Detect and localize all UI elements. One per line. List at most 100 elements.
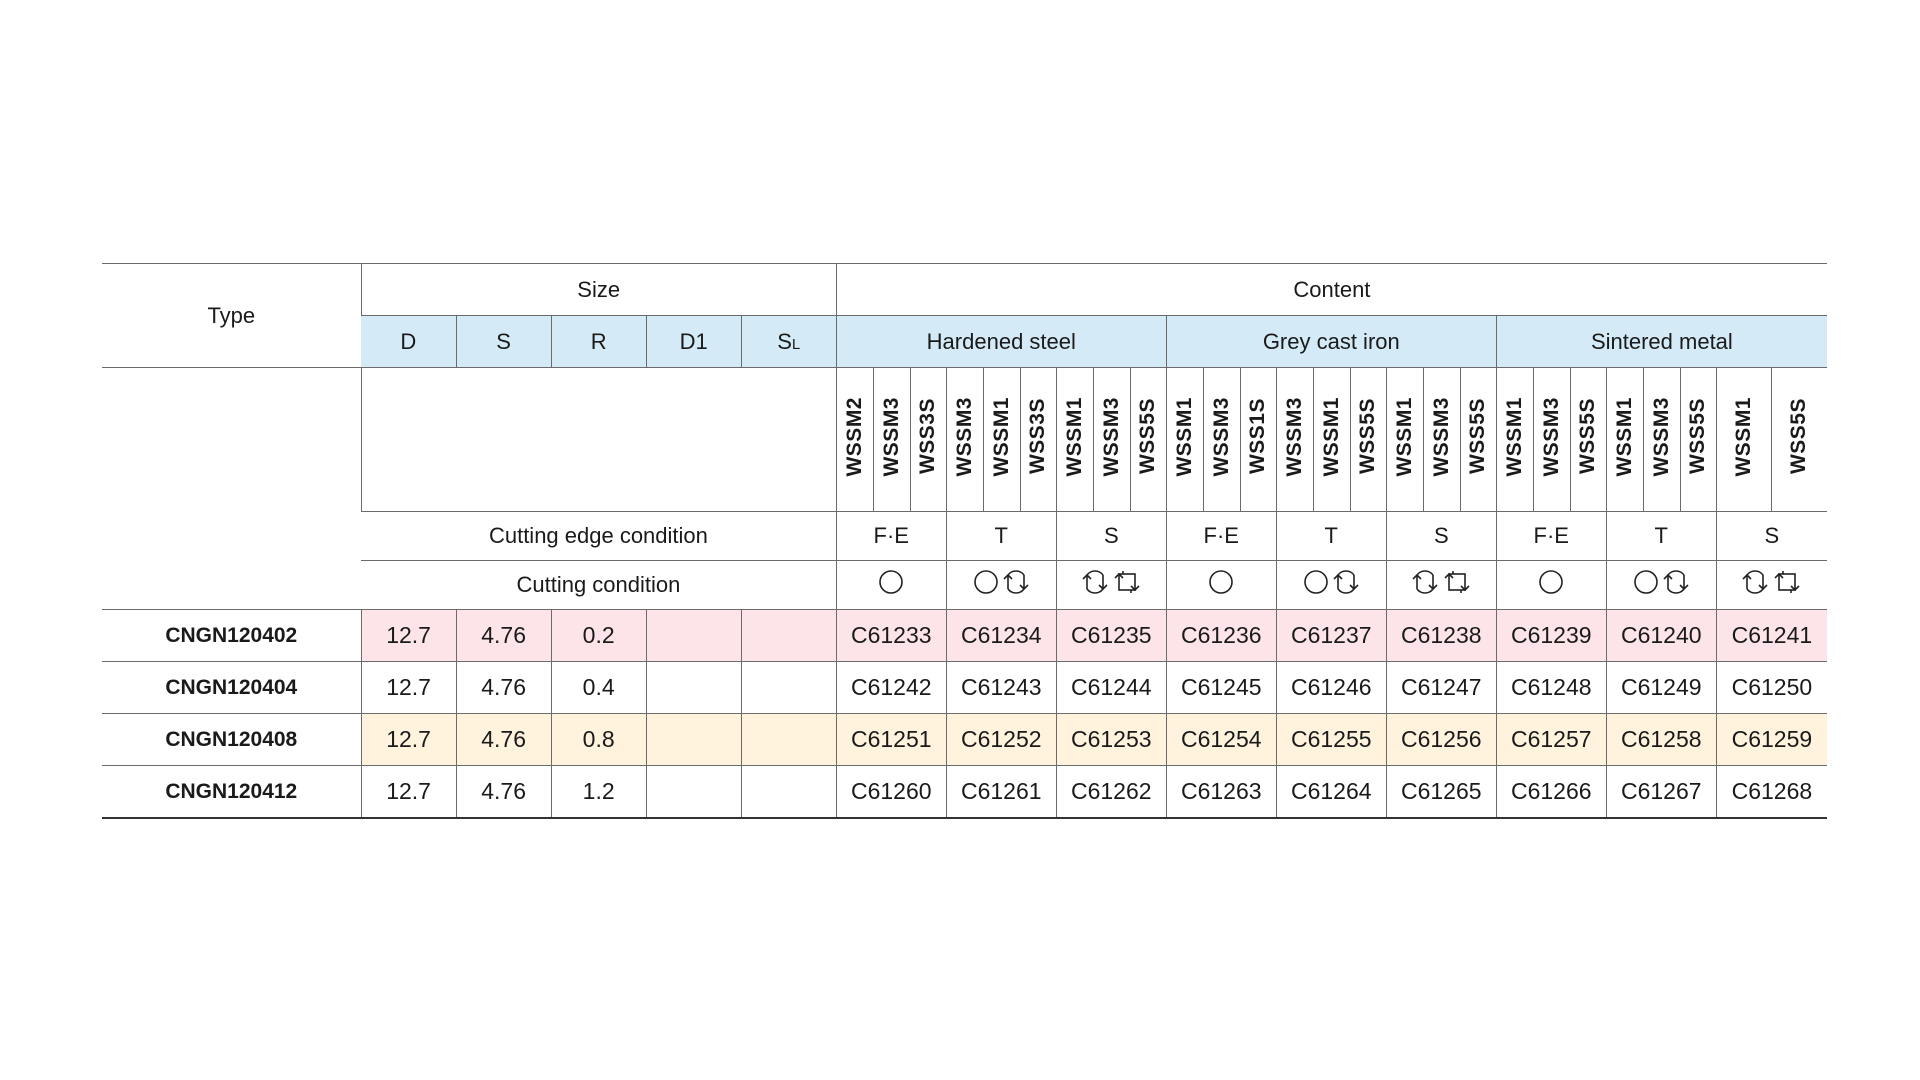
size-sl-cell (740, 765, 837, 819)
product-code-cell: C61267 (1605, 765, 1717, 819)
grade-text: WSSM1 (1612, 396, 1636, 477)
product-code-cell: C61262 (1055, 765, 1167, 819)
grade-text: WSSM3 (1429, 396, 1453, 477)
product-code-cell: C61257 (1495, 713, 1607, 766)
product-code-cell: C61264 (1275, 765, 1387, 819)
size-d1-cell (645, 713, 742, 766)
product-code-cell: C61265 (1385, 765, 1497, 819)
grade-label: WSS3S (909, 367, 947, 512)
product-code-cell: C61261 (945, 765, 1057, 819)
grade-label: WSSM1 (982, 367, 1021, 512)
col-d-header: D (361, 315, 457, 368)
size-d-cell: 12.7 (360, 713, 457, 766)
grade-text: WSSM1 (1392, 396, 1416, 477)
grade-text: WSS3S (916, 398, 940, 475)
edge-condition-cell: F·E (835, 511, 947, 561)
product-code-cell: C61245 (1165, 661, 1277, 714)
grade-label: WSSM1 (1165, 367, 1204, 512)
circle-icon (1633, 569, 1659, 601)
grade-label: WSSM2 (835, 367, 874, 512)
grade-text: WSSM1 (1502, 396, 1526, 477)
product-code-cell: C61248 (1495, 661, 1607, 714)
size-s-cell: 4.76 (455, 713, 552, 766)
cutting-condition-cell (835, 560, 947, 610)
col-r-header: R (550, 315, 647, 368)
size-d-cell: 12.7 (360, 661, 457, 714)
product-code-cell: C61260 (835, 765, 947, 819)
circle-icon (878, 569, 904, 601)
grade-label: WSSM1 (1055, 367, 1094, 512)
size-r-cell: 1.2 (550, 765, 647, 819)
table-row: CNGN120404 12.7 4.76 0.4 C61242 C61243 C61244 C… (102, 661, 1827, 714)
circle-icon (1538, 569, 1564, 601)
product-code-cell: C61239 (1495, 609, 1607, 662)
size-d1-cell (645, 661, 742, 714)
size-header: Size (360, 263, 837, 316)
grade-label: WSS5S (1679, 367, 1717, 512)
grade-label: WSS5S (1569, 367, 1607, 512)
cutting-condition-cell (1605, 560, 1717, 610)
product-code-cell: C61247 (1385, 661, 1497, 714)
product-code-cell: C61242 (835, 661, 947, 714)
cutting-condition-cell (1165, 560, 1277, 610)
cutting-edge-label: Cutting edge condition (361, 511, 837, 561)
grade-label: WSSM3 (872, 367, 911, 512)
grade-text: WSSM3 (952, 396, 976, 477)
type-cell: CNGN120412 (102, 765, 362, 819)
product-code-cell: C61252 (945, 713, 1057, 766)
size-r-cell: 0.4 (550, 661, 647, 714)
cutting-condition-cell (1055, 560, 1167, 610)
edge-condition-cell: F·E (1165, 511, 1277, 561)
edge-condition-cell: T (945, 511, 1057, 561)
size-d-cell: 12.7 (360, 609, 457, 662)
grade-text: WSS5S (1356, 398, 1380, 475)
grade-text: WSSM3 (1282, 396, 1306, 477)
grade-text: WSSM2 (842, 396, 866, 477)
content-header: Content (835, 263, 1827, 316)
size-r-cell: 0.2 (550, 609, 647, 662)
grade-text: WSSM3 (1209, 396, 1233, 477)
col-d1-header: D1 (645, 315, 742, 368)
grade-label: WSSM3 (1422, 367, 1461, 512)
grade-label: WSS5S (1459, 367, 1497, 512)
edge-condition-cell: S (1055, 511, 1167, 561)
grade-text: WSSM3 (879, 396, 903, 477)
square-arrows-icon (1442, 569, 1472, 601)
circle-arrows-icon (1741, 569, 1769, 601)
product-code-cell: C61251 (835, 713, 947, 766)
col-sl-header: SL (740, 315, 837, 368)
size-d1-cell (645, 609, 742, 662)
grade-label: WSSM1 (1312, 367, 1351, 512)
product-code-cell: C61268 (1715, 765, 1827, 819)
circle-arrows-icon (1081, 569, 1109, 601)
square-arrows-icon (1772, 569, 1802, 601)
table-row: CNGN120402 12.7 4.76 0.2 C61233 C61234 C61235 C… (102, 609, 1827, 662)
product-code-cell: C61254 (1165, 713, 1277, 766)
product-code-cell: C61243 (945, 661, 1057, 714)
grade-label: WSSM3 (945, 367, 984, 512)
circle-arrows-icon (1662, 569, 1690, 601)
grade-text: WSS5S (1686, 398, 1710, 475)
grade-label: WSSM1 (1495, 367, 1534, 512)
grade-label: WSS5S (1770, 367, 1827, 512)
grade-label: WSSM3 (1642, 367, 1681, 512)
grade-text: WSS5S (1466, 398, 1490, 475)
circle-arrows-icon (1002, 569, 1030, 601)
product-table: Type Size Content D S R D1 SL Hardened s… (102, 263, 1827, 819)
product-code-cell: C61238 (1385, 609, 1497, 662)
size-s-cell: 4.76 (455, 765, 552, 819)
edge-condition-cell: T (1605, 511, 1717, 561)
size-sl-cell (740, 661, 837, 714)
size-d1-cell (645, 765, 742, 819)
grade-text: WSS5S (1576, 398, 1600, 475)
grade-text: WSSM1 (1062, 396, 1086, 477)
size-s-cell: 4.76 (455, 609, 552, 662)
cutting-condition-cell (1275, 560, 1387, 610)
material-sintered-metal: Sintered metal (1495, 315, 1827, 368)
table-row: CNGN120408 12.7 4.76 0.8 C61251 C61252 C61253 C… (102, 713, 1827, 766)
grade-label: WSSM3 (1275, 367, 1314, 512)
cutting-condition-cell (945, 560, 1057, 610)
product-code-cell: C61244 (1055, 661, 1167, 714)
grade-label: WSS3S (1019, 367, 1057, 512)
size-r-cell: 0.8 (550, 713, 647, 766)
